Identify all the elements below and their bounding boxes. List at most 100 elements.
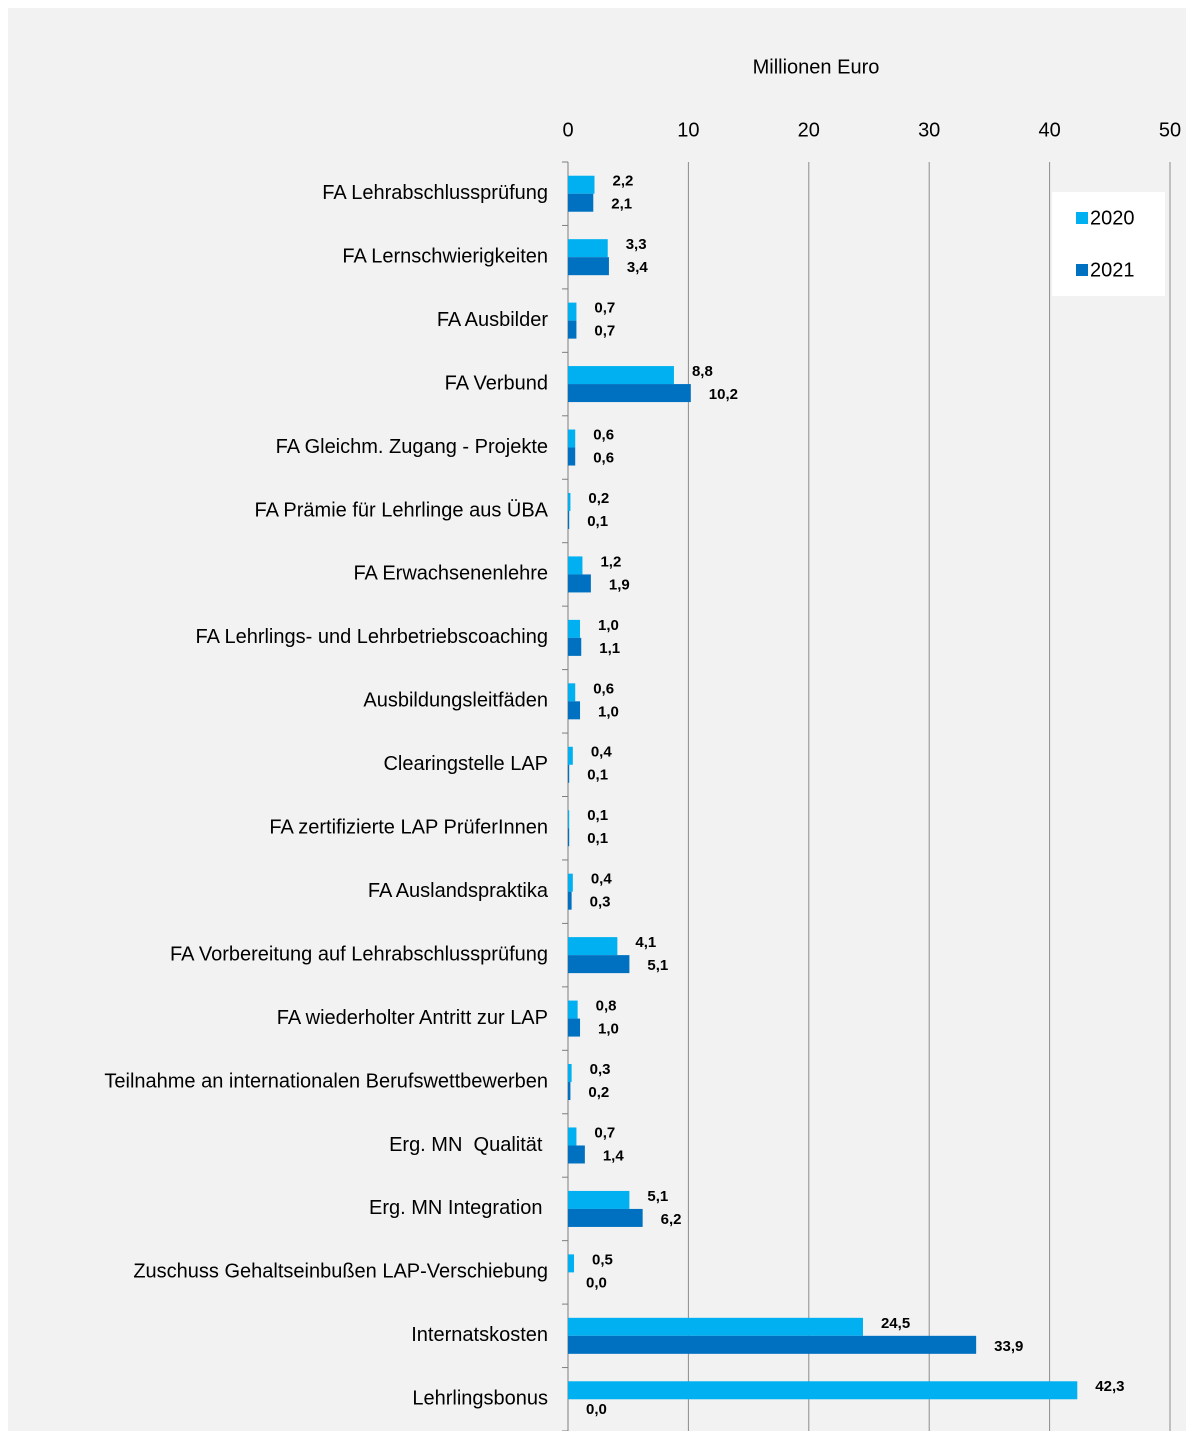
bar — [568, 492, 571, 511]
bar — [568, 1082, 571, 1101]
data-label: 5,1 — [647, 1188, 668, 1205]
bar — [568, 1000, 578, 1019]
bar — [568, 1208, 643, 1227]
bar — [568, 1064, 572, 1083]
bar — [568, 1381, 1078, 1400]
bar — [568, 637, 582, 656]
data-label: 1,0 — [598, 617, 619, 634]
legend-box — [1052, 192, 1165, 296]
x-tick-label: 30 — [918, 119, 940, 141]
data-label: 0,3 — [590, 1061, 611, 1078]
bar — [568, 257, 609, 276]
y-tick-label: FA Auslandspraktika — [368, 880, 549, 902]
data-label: 3,3 — [626, 236, 647, 253]
data-label: 1,2 — [600, 553, 621, 570]
bar — [568, 574, 591, 593]
bar — [568, 810, 570, 829]
data-label: 24,5 — [881, 1315, 910, 1332]
x-tick-label: 40 — [1038, 119, 1060, 141]
data-label: 0,6 — [593, 680, 614, 697]
bar — [568, 1335, 977, 1354]
bar — [568, 320, 577, 339]
legend-label: 2020 — [1090, 207, 1135, 229]
legend-swatch — [1076, 264, 1088, 276]
data-label: 0,2 — [588, 1084, 609, 1101]
y-tick-label: Erg. MN Qualität — [389, 1134, 548, 1156]
data-label: 33,9 — [994, 1338, 1023, 1355]
bar — [568, 1317, 863, 1336]
legend-swatch — [1076, 212, 1088, 224]
data-label: 1,0 — [598, 1021, 619, 1038]
data-label: 1,4 — [603, 1147, 625, 1164]
data-label: 4,1 — [635, 934, 656, 951]
data-label: 0,0 — [586, 1274, 607, 1291]
bar — [568, 556, 583, 575]
y-tick-label: FA Lehrabschlussprüfung — [322, 182, 548, 204]
bar — [568, 873, 573, 892]
bar — [568, 955, 630, 974]
y-tick-label: Erg. MN Integration — [369, 1197, 548, 1219]
x-tick-label: 50 — [1159, 119, 1181, 141]
bar — [568, 701, 581, 720]
data-label: 0,5 — [592, 1251, 613, 1268]
y-tick-label: FA zertifizierte LAP PrüferInnen — [269, 817, 548, 839]
bar — [568, 764, 570, 783]
data-label: 42,3 — [1095, 1378, 1124, 1395]
axis-title: Millionen Euro — [753, 56, 880, 78]
x-tick-label: 0 — [562, 119, 573, 141]
data-label: 10,2 — [709, 386, 738, 403]
bar — [568, 891, 572, 910]
data-label: 1,9 — [609, 576, 630, 593]
data-label: 0,1 — [587, 767, 608, 784]
y-tick-label: FA Prämie für Lehrlinge aus ÜBA — [255, 499, 549, 521]
bar — [568, 828, 570, 847]
y-tick-label: FA Gleichm. Zugang - Projekte — [276, 436, 548, 458]
bar — [568, 366, 674, 385]
bar — [568, 384, 691, 403]
bar — [568, 193, 594, 212]
legend-label: 2021 — [1090, 259, 1135, 281]
data-label: 0,8 — [596, 998, 617, 1015]
data-label: 0,1 — [587, 513, 608, 530]
y-tick-label: Internatskosten — [411, 1324, 548, 1346]
bar — [568, 683, 576, 702]
y-tick-label: Clearingstelle LAP — [383, 753, 548, 775]
bar — [568, 302, 577, 321]
data-label: 0,1 — [587, 807, 608, 824]
y-tick-label: FA Lernschwierigkeiten — [342, 245, 548, 267]
data-label: 0,7 — [594, 300, 615, 317]
data-label: 3,4 — [627, 259, 649, 276]
y-tick-label: FA Ausbilder — [437, 309, 549, 331]
data-label: 0,3 — [590, 894, 611, 911]
x-tick-label: 10 — [677, 119, 699, 141]
y-tick-label: FA Vorbereitung auf Lehrabschlussprüfung — [170, 943, 548, 965]
y-tick-label: Teilnahme an internationalen Berufswettb… — [104, 1070, 548, 1092]
bar — [568, 1127, 577, 1146]
data-label: 0,4 — [591, 744, 613, 761]
x-tick-label: 20 — [798, 119, 820, 141]
bar — [568, 746, 573, 765]
data-label: 1,1 — [599, 640, 620, 657]
y-tick-label: Lehrlingsbonus — [412, 1388, 548, 1410]
data-label: 8,8 — [692, 363, 713, 380]
bar — [568, 1018, 581, 1037]
data-label: 1,0 — [598, 703, 619, 720]
data-label: 0,2 — [588, 490, 609, 507]
data-label: 0,1 — [587, 830, 608, 847]
bar — [568, 239, 608, 258]
data-label: 0,6 — [593, 426, 614, 443]
y-tick-label: FA Lehrlings- und Lehrbetriebscoaching — [196, 626, 548, 648]
y-tick-label: Zuschuss Gehaltseinbußen LAP-Verschiebun… — [133, 1261, 548, 1283]
bar — [568, 429, 576, 448]
data-label: 0,6 — [593, 449, 614, 466]
data-label: 0,7 — [594, 323, 615, 340]
bar — [568, 510, 570, 529]
bar — [568, 1254, 575, 1273]
bar — [568, 619, 581, 638]
data-label: 0,4 — [591, 871, 613, 888]
y-tick-label: FA Erwachsenenlehre — [353, 563, 548, 585]
data-label: 2,1 — [611, 196, 632, 213]
y-tick-label: FA Verbund — [445, 372, 548, 394]
data-label: 0,0 — [586, 1401, 607, 1418]
